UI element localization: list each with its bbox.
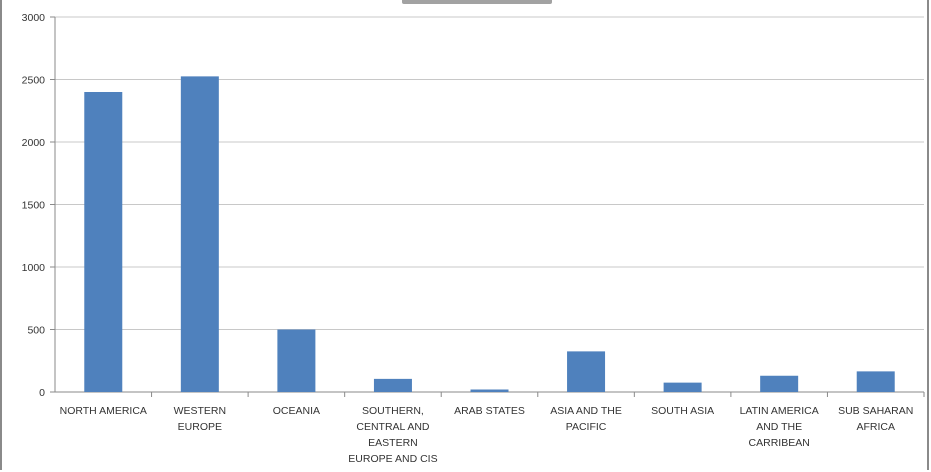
category-label: PACIFIC: [566, 421, 607, 433]
category-label: OCEANIA: [273, 405, 320, 417]
bar: [373, 378, 412, 392]
bar: [84, 92, 123, 392]
category-label: AFRICA: [856, 421, 895, 433]
y-tick-label: 2500: [22, 75, 46, 87]
category-label: AND THE: [756, 421, 802, 433]
y-tick-label: 1000: [22, 262, 46, 274]
category-label: CENTRAL AND: [356, 421, 430, 433]
bar: [277, 329, 316, 392]
category-label: NORTH AMERICA: [60, 405, 147, 417]
bar: [856, 371, 895, 392]
y-tick-label: 1500: [22, 200, 46, 212]
category-label: SOUTH ASIA: [651, 405, 714, 417]
y-tick-label: 2000: [22, 137, 46, 149]
category-label: ASIA AND THE: [550, 405, 622, 417]
category-label: SOUTHERN,: [362, 405, 424, 417]
category-label: WESTERN: [174, 405, 227, 417]
y-tick-label: 3000: [22, 12, 46, 24]
chart-title-fragment: [402, 0, 552, 4]
bar: [663, 382, 702, 392]
bar: [567, 351, 606, 392]
category-label: ARAB STATES: [454, 405, 525, 417]
category-label: CARRIBEAN: [749, 437, 810, 449]
bar: [760, 375, 799, 392]
bar: [470, 389, 509, 392]
category-label: EASTERN: [368, 437, 418, 449]
category-label: SUB SAHARAN: [838, 405, 913, 417]
category-label: EUROPE AND CIS: [348, 453, 437, 465]
category-label: LATIN AMERICA: [740, 405, 819, 417]
y-tick-label: 0: [39, 387, 45, 399]
category-label: EUROPE: [178, 421, 222, 433]
bar: [180, 76, 219, 392]
y-tick-label: 500: [27, 325, 45, 337]
